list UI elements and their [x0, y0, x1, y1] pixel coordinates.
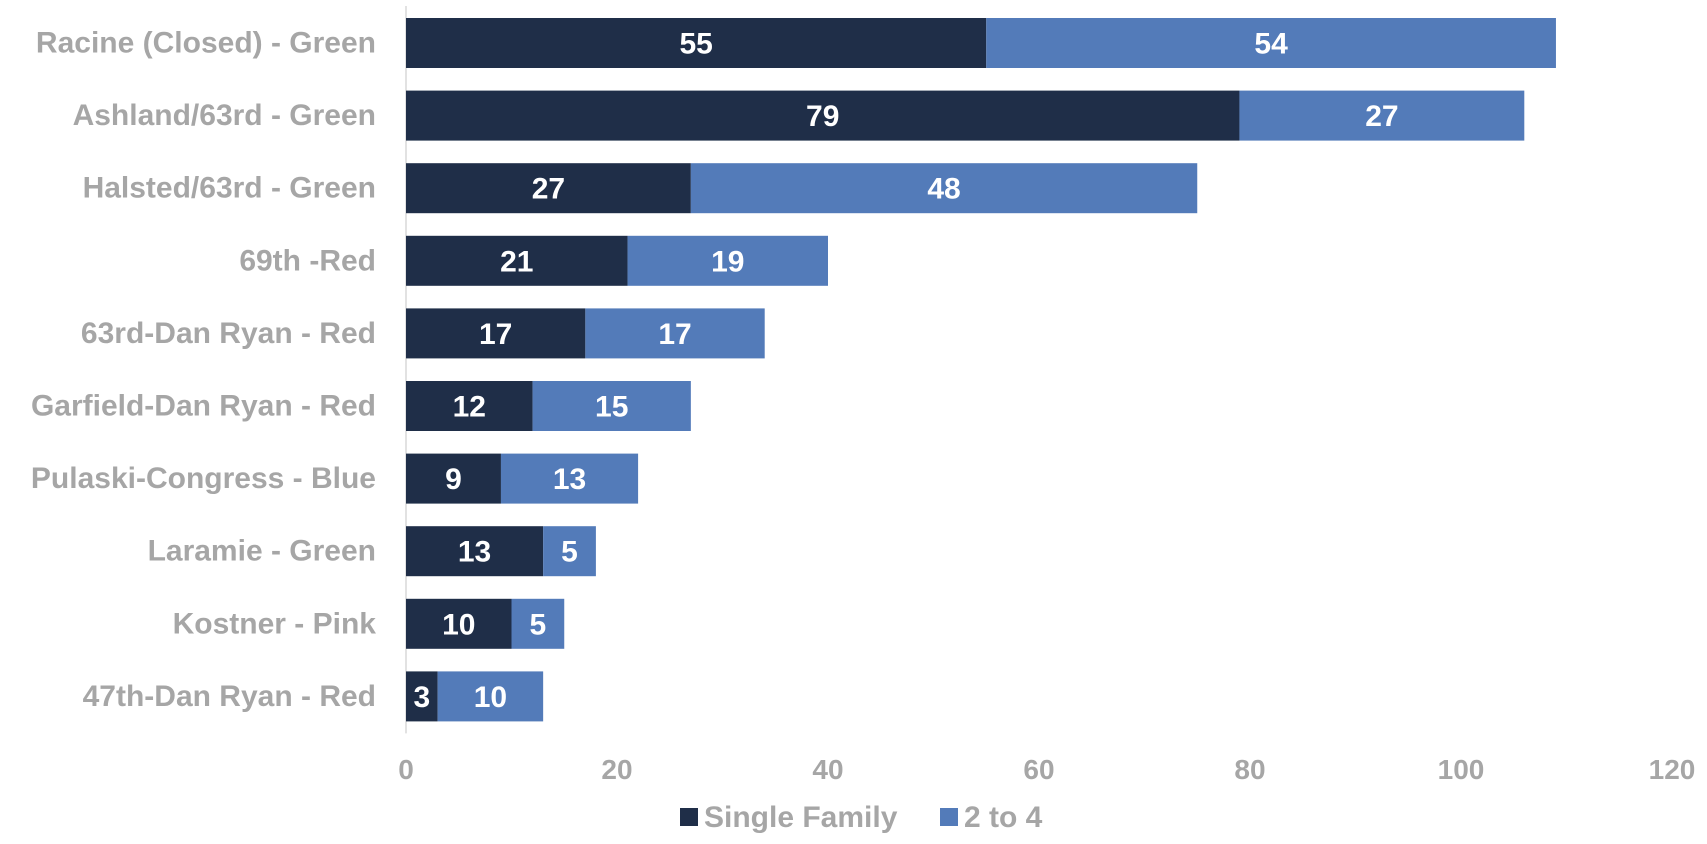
data-label: 13 — [553, 463, 586, 496]
data-label: 27 — [1365, 100, 1398, 133]
bar-segment-single-family — [406, 18, 987, 68]
bar-segment-2-to-4 — [532, 381, 691, 431]
category-label: Pulaski-Congress - Blue — [31, 462, 376, 495]
category-label: Garfield-Dan Ryan - Red — [31, 390, 376, 423]
bar-segment-single-family — [406, 163, 691, 214]
bar-segment-single-family — [406, 381, 533, 431]
x-axis-tick-labels: 0 20 40 60 80 100 120 — [398, 754, 1695, 785]
category-label: Halsted/63rd - Green — [83, 172, 376, 205]
data-labels: 55 54 79 27 27 48 21 19 17 17 12 15 9 13 13 5 10 5 3 10 — [413, 28, 1398, 714]
data-label: 17 — [479, 318, 512, 351]
data-label: 21 — [500, 245, 533, 278]
bar-segment-2-to-4 — [690, 163, 1198, 214]
data-label: 27 — [532, 173, 565, 206]
data-label: 5 — [530, 608, 547, 641]
data-label: 10 — [474, 681, 507, 714]
bar-segment-2-to-4 — [1239, 90, 1525, 141]
bar-segment-2-to-4 — [543, 526, 596, 577]
bar-segment-single-family — [406, 671, 438, 722]
x-tick-label: 60 — [1023, 754, 1054, 785]
data-label: 13 — [458, 536, 491, 569]
bar-segment-2-to-4 — [500, 453, 639, 504]
bar-segment-single-family — [406, 90, 1240, 141]
x-tick-label: 120 — [1649, 754, 1696, 785]
bar-segment-2-to-4 — [986, 18, 1556, 68]
bar-segment-single-family — [406, 526, 544, 577]
data-label: 54 — [1254, 28, 1288, 61]
category-labels: Racine (Closed) - Green Ashland/63rd - Gr… — [31, 27, 376, 713]
data-label: 79 — [806, 100, 839, 133]
bar-segment-2-to-4 — [437, 671, 544, 722]
legend-swatch — [940, 808, 958, 826]
data-label: 19 — [711, 245, 744, 278]
x-tick-label: 80 — [1234, 754, 1265, 785]
category-label: Laramie - Green — [148, 535, 376, 568]
bar-segment-single-family — [406, 598, 512, 649]
data-label: 15 — [595, 391, 628, 424]
data-label: 48 — [927, 173, 960, 206]
bars — [406, 18, 1556, 722]
x-tick-label: 40 — [812, 754, 843, 785]
category-label: 69th -Red — [239, 244, 376, 277]
data-label: 3 — [413, 681, 430, 714]
bar-segment-single-family — [406, 235, 628, 286]
x-tick-label: 100 — [1438, 754, 1485, 785]
x-tick-label: 20 — [601, 754, 632, 785]
category-label: Racine (Closed) - Green — [36, 27, 376, 60]
category-label: 63rd-Dan Ryan - Red — [81, 317, 376, 350]
category-label: Kostner - Pink — [173, 607, 377, 640]
legend-label: Single Family — [704, 801, 898, 834]
legend: Single Family 2 to 4 — [680, 801, 1043, 834]
bar-segment-2-to-4 — [511, 598, 565, 649]
bar-segment-single-family — [406, 453, 501, 504]
bar-segment-2-to-4 — [627, 235, 828, 286]
legend-label: 2 to 4 — [964, 801, 1043, 834]
x-tick-label: 0 — [398, 754, 414, 785]
data-label: 55 — [679, 28, 712, 61]
bar-segment-2-to-4 — [585, 308, 765, 359]
data-label: 12 — [453, 391, 486, 424]
data-label: 17 — [658, 318, 691, 351]
data-label: 10 — [442, 608, 475, 641]
legend-swatch — [680, 808, 698, 826]
bar-segment-single-family — [406, 308, 586, 359]
data-label: 9 — [445, 463, 462, 496]
data-label: 5 — [561, 536, 578, 569]
category-label: Ashland/63rd - Green — [73, 99, 376, 132]
category-label: 47th-Dan Ryan - Red — [83, 680, 376, 713]
